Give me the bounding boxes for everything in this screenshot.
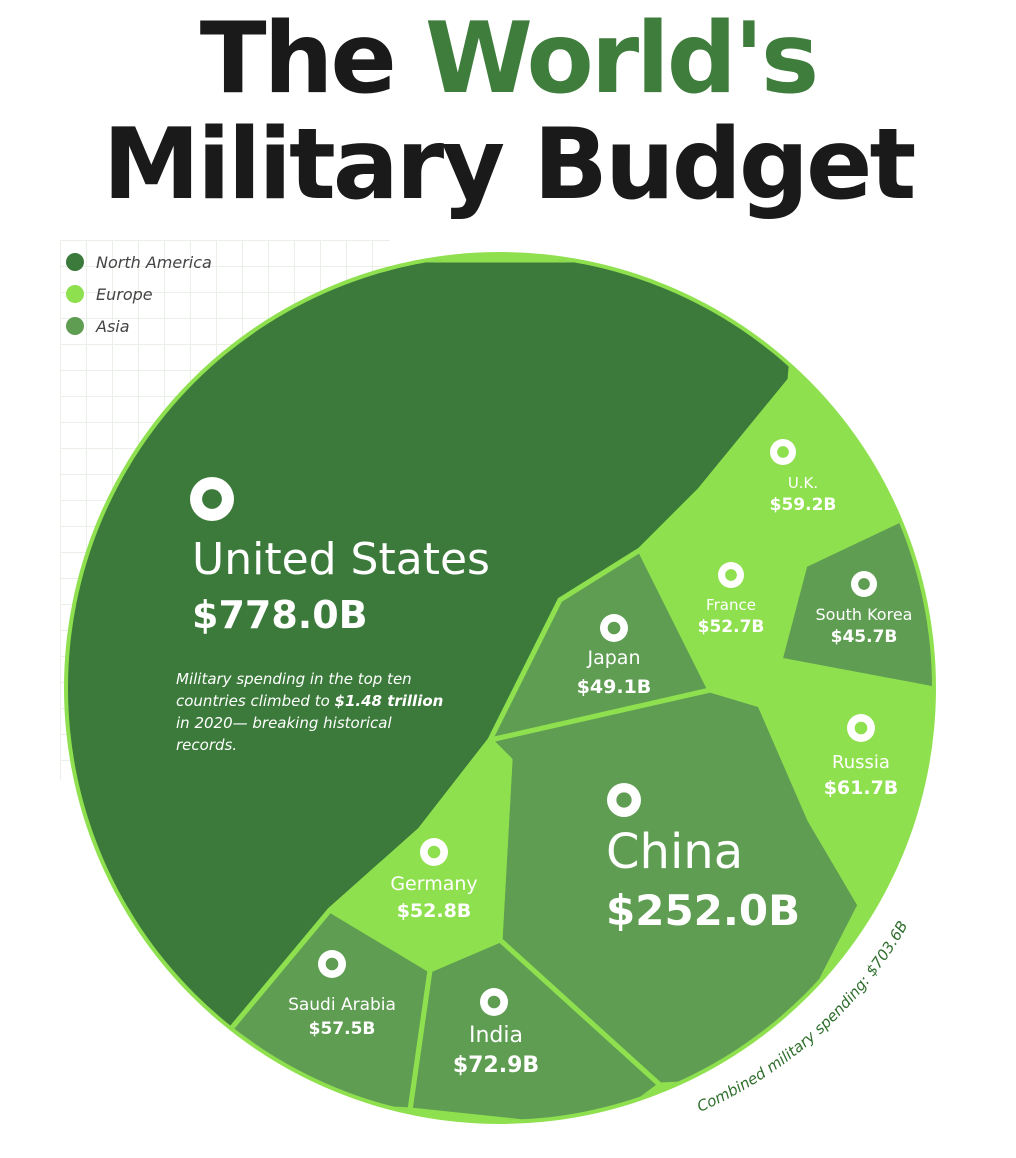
label-name-u-k: U.K. xyxy=(788,474,818,492)
flag-icon-russia xyxy=(847,714,875,742)
title-part2: World's xyxy=(424,2,819,116)
flag-icon-france xyxy=(718,562,744,588)
flag-icon-india xyxy=(480,988,508,1016)
label-value-south-korea: $45.7B xyxy=(831,627,898,647)
flag-icon-south-korea xyxy=(851,571,877,597)
label-name-japan: Japan xyxy=(587,647,641,669)
flag-icon-saudi-arabia xyxy=(318,950,346,978)
legend-label: Europe xyxy=(96,284,153,304)
cell-russia xyxy=(757,657,932,908)
cell-japan xyxy=(487,547,713,743)
flag-icon-japan xyxy=(600,614,628,642)
legend-label: North America xyxy=(96,252,212,272)
title-line2: Military Budget xyxy=(102,108,917,222)
page-title: The World's Military Budget xyxy=(0,6,1016,218)
flag-icon-united-states xyxy=(190,477,234,521)
label-value-u-k: $59.2B xyxy=(770,495,837,515)
legend-item-asia: Asia xyxy=(66,310,212,342)
label-name-south-korea: South Korea xyxy=(816,605,913,624)
note-pre: Military spending in the top ten countri… xyxy=(176,670,412,710)
label-value-japan: $49.1B xyxy=(577,676,652,698)
label-value-united-states: $778.0B xyxy=(192,593,368,637)
title-part1: The xyxy=(199,2,425,116)
note-bold: $1.48 trillion xyxy=(334,692,444,710)
flag-icon-germany xyxy=(420,838,448,866)
legend-item-north-america: North America xyxy=(66,246,212,278)
label-value-russia: $61.7B xyxy=(824,777,899,799)
label-value-china: $252.0B xyxy=(606,886,800,935)
label-value-germany: $52.8B xyxy=(397,900,472,922)
cell-south-korea xyxy=(777,517,932,693)
legend: North America Europe Asia xyxy=(66,246,212,342)
legend-dot-north-america xyxy=(66,253,84,271)
label-name-russia: Russia xyxy=(832,752,890,773)
note-post: in 2020— breaking historical records. xyxy=(176,714,392,754)
legend-item-europe: Europe xyxy=(66,278,212,310)
flag-icon-u-k xyxy=(770,439,796,465)
note-text: Military spending in the top ten countri… xyxy=(176,668,444,756)
label-name-united-states: United States xyxy=(192,534,490,585)
flag-icon-china xyxy=(607,783,641,817)
label-name-france: France xyxy=(706,596,756,614)
cell-france xyxy=(637,487,808,693)
label-name-china: China xyxy=(606,824,743,880)
cell-germany xyxy=(327,737,513,973)
label-value-saudi-arabia: $57.5B xyxy=(309,1019,376,1039)
label-value-france: $52.7B xyxy=(698,617,765,637)
label-name-saudi-arabia: Saudi Arabia xyxy=(288,995,396,1015)
label-name-germany: Germany xyxy=(390,873,477,895)
label-name-india: India xyxy=(469,1023,523,1048)
label-value-india: $72.9B xyxy=(453,1053,539,1078)
legend-dot-europe xyxy=(66,285,84,303)
legend-label: Asia xyxy=(96,316,130,336)
legend-dot-asia xyxy=(66,317,84,335)
